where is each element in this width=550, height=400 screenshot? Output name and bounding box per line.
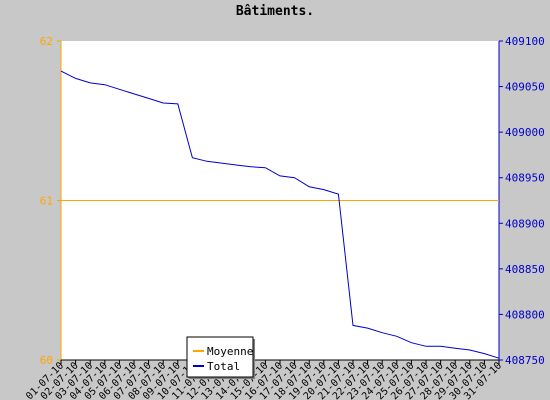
legend-label-moyenne: Moyenne: [207, 345, 253, 358]
y-left-tick-label: 61: [40, 195, 53, 208]
y-right-tick-label: 409050: [505, 81, 545, 94]
series-line-total: [60, 70, 500, 359]
y-left-tick-label: 60: [40, 354, 53, 367]
legend-label-total: Total: [207, 360, 240, 373]
y-right-tick-label: 408800: [505, 308, 545, 321]
y-right-tick-label: 408850: [505, 263, 545, 276]
y-right-tick-label: 409000: [505, 126, 545, 139]
y-right-tick-label: 409100: [505, 35, 545, 48]
y-right-tick-label: 408750: [505, 354, 545, 367]
legend: [186, 336, 254, 378]
y-left-tick-label: 62: [40, 35, 53, 48]
y-right-tick-label: 408950: [505, 172, 545, 185]
y-right-tick-label: 408900: [505, 217, 545, 230]
chart-title: Bâtiments.: [235, 4, 315, 19]
